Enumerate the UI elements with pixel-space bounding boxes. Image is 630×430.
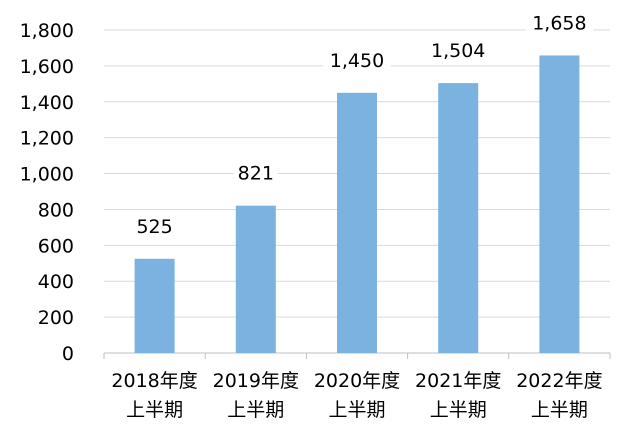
data-label-4: 1,658 [532,12,586,34]
bar-1 [235,205,276,353]
data-label-2: 1,450 [330,50,384,72]
bar-4 [539,55,580,353]
y-tick-label-1600: 1,600 [20,56,74,78]
data-label-bg-0 [132,213,177,240]
y-tick-label-1800: 1,800 [20,20,74,42]
x-tick-label-1-1: 上半期 [227,399,284,421]
bar-3 [438,83,479,354]
y-tick-label-1200: 1,200 [20,128,74,150]
data-label-bg-1 [233,160,278,187]
x-tick-label-3-1: 上半期 [430,399,487,421]
y-tick-label-0: 0 [62,343,74,365]
x-tick-label-4-1: 上半期 [531,399,588,421]
y-tick-label-400: 400 [38,271,74,293]
data-label-bg-3 [424,38,493,65]
x-tick-label-3-0: 2021年度 [415,370,501,392]
x-tick-label-2-1: 上半期 [328,399,385,421]
x-tick-label-1-0: 2019年度 [213,370,299,392]
y-tick-label-200: 200 [38,307,74,329]
x-tick-label-0-0: 2018年度 [111,370,197,392]
bar-0 [134,258,175,353]
y-tick-label-800: 800 [38,199,74,221]
x-tick-label-2-0: 2020年度 [314,370,400,392]
x-tick-label-4-0: 2022年度 [516,370,602,392]
x-tick-label-0-1: 上半期 [126,399,183,421]
y-tick-label-1400: 1,400 [20,92,74,114]
data-label-3: 1,504 [431,40,485,62]
bar-2 [337,92,377,354]
y-tick-label-600: 600 [38,235,74,257]
y-tick-label-1000: 1,000 [20,164,74,186]
data-label-1: 821 [238,163,274,185]
data-label-bg-4 [525,10,594,37]
data-label-bg-2 [323,47,391,74]
data-label-0: 525 [136,216,172,238]
